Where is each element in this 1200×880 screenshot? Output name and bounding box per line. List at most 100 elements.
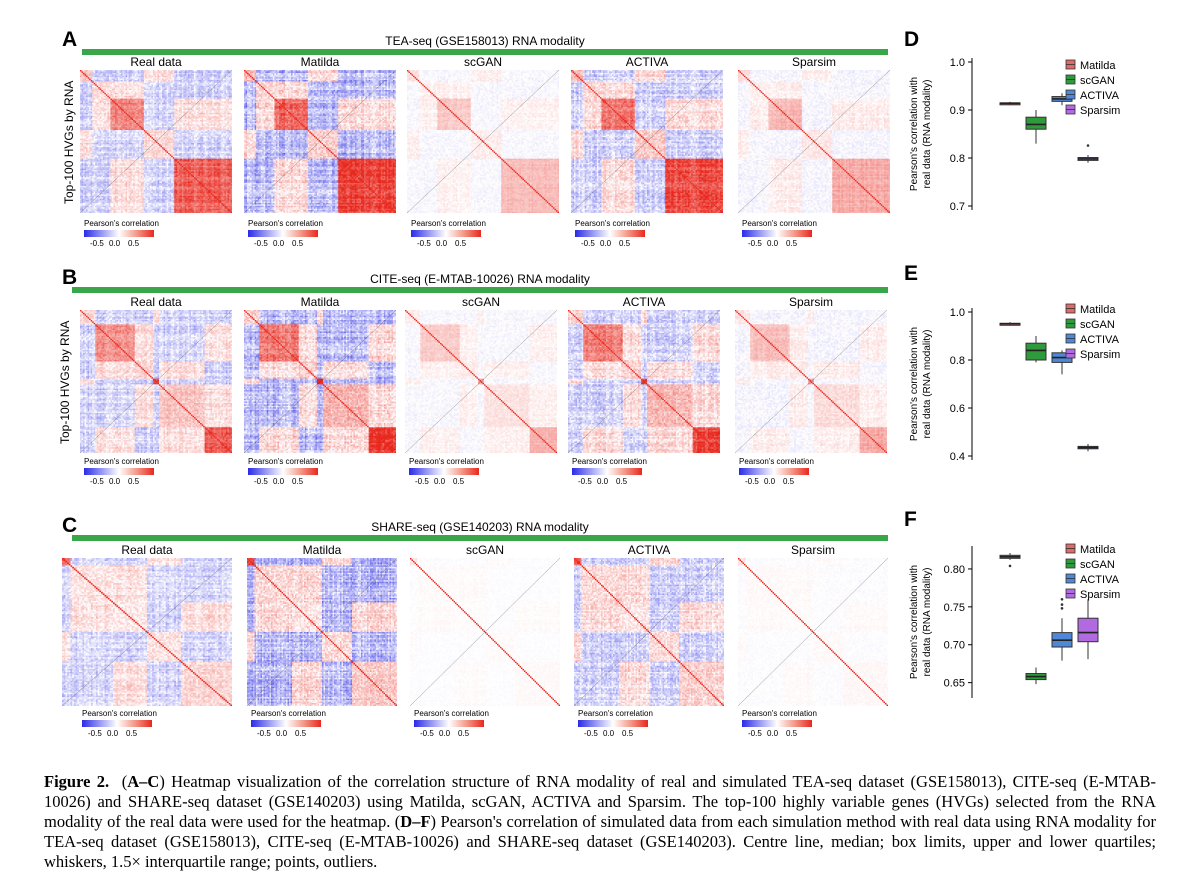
heatmap-title: ACTIVA bbox=[622, 295, 666, 309]
y-tick-label: 1.0 bbox=[950, 57, 965, 69]
legend-color-bar bbox=[84, 468, 154, 475]
y-tick-label: 0.70 bbox=[944, 640, 965, 652]
legend-color-bar bbox=[739, 468, 809, 475]
legend-tick-label: 0.5 bbox=[616, 477, 628, 486]
y-tick-label: 0.7 bbox=[950, 201, 965, 213]
panel-letter-f: F bbox=[904, 508, 917, 531]
legend-title: Pearson's correlation bbox=[742, 709, 817, 718]
row-title: CITE-seq (E-MTAB-10026) RNA modality bbox=[370, 272, 590, 286]
y-axis-label-line1: Pearson's correlation with bbox=[909, 327, 920, 441]
correlation-heatmap bbox=[571, 70, 723, 213]
correlation-heatmap bbox=[407, 70, 559, 213]
legend-tick-label: 0.0 bbox=[439, 729, 451, 738]
legend-tick-label: 0.0 bbox=[273, 239, 285, 248]
boxplot-e: 0.4 0.6 0.8 1.0 Pearson's correlation with re… bbox=[909, 303, 1120, 463]
legend-tick-label: -0.5 bbox=[748, 239, 762, 248]
y-tick-label: 0.65 bbox=[944, 678, 965, 690]
correlation-heatmap bbox=[574, 558, 724, 706]
legend-title: Pearson's correlation bbox=[248, 457, 323, 466]
y-tick-label: 0.6 bbox=[950, 403, 965, 415]
correlation-heatmap bbox=[738, 70, 890, 213]
legend-title: Pearson's correlation bbox=[572, 457, 647, 466]
heatmap-title: Real data bbox=[121, 543, 173, 557]
legend-tick-label: 0.0 bbox=[109, 477, 121, 486]
correlation-heatmap bbox=[80, 310, 232, 453]
legend-tick-label: -0.5 bbox=[90, 477, 104, 486]
legend-color-bar bbox=[248, 468, 318, 475]
legend-title: Pearson's correlation bbox=[575, 219, 650, 228]
legend-label: Sparsim bbox=[1080, 589, 1120, 601]
correlation-heatmap bbox=[80, 70, 232, 213]
correlation-heatmap bbox=[405, 310, 557, 453]
outlier-point bbox=[1008, 564, 1012, 568]
legend-color-bar bbox=[572, 468, 642, 475]
legend-title: Pearson's correlation bbox=[411, 219, 486, 228]
legend-title: Pearson's correlation bbox=[742, 219, 817, 228]
box-scgan bbox=[1025, 116, 1047, 130]
legend-tick-label: -0.5 bbox=[578, 477, 592, 486]
legend-color-bar bbox=[411, 230, 481, 237]
legend-tick-label: 0.0 bbox=[107, 729, 119, 738]
legend-color-bar bbox=[248, 230, 318, 237]
legend-tick-label: 0.5 bbox=[128, 239, 140, 248]
y-tick-label: 0.8 bbox=[950, 153, 965, 165]
heatmap-title: Matilda bbox=[300, 295, 340, 309]
row-title: TEA-seq (GSE158013) RNA modality bbox=[385, 34, 585, 48]
legend-color-bar bbox=[82, 720, 152, 727]
legend-label: ACTIVA bbox=[1080, 90, 1120, 102]
figure-caption: Figure 2. (A–C) Heatmap visualization of… bbox=[44, 772, 1157, 871]
y-tick-label: 0.75 bbox=[944, 602, 965, 614]
heatmap-title: Real data bbox=[130, 55, 182, 69]
outlier-point bbox=[1060, 597, 1064, 601]
heatmap-title: Matilda bbox=[302, 543, 342, 557]
legend-tick-label: 0.5 bbox=[292, 477, 304, 486]
row-divider-bar bbox=[82, 49, 888, 55]
outlier-point bbox=[1060, 607, 1064, 610]
panel-letter-e: E bbox=[904, 262, 919, 285]
panel-letter-c: C bbox=[62, 514, 78, 537]
correlation-heatmap bbox=[735, 310, 887, 453]
outlier-point bbox=[1086, 144, 1090, 147]
legend-tick-label: -0.5 bbox=[90, 239, 104, 248]
y-axis-label-line1: Pearson's correlation with bbox=[909, 77, 920, 191]
legend-tick-label: -0.5 bbox=[745, 477, 759, 486]
legend-color-bar bbox=[84, 230, 154, 237]
y-tick-label: 0.4 bbox=[950, 451, 965, 463]
heatmap-title: ACTIVA bbox=[627, 543, 671, 557]
legend-tick-label: 0.5 bbox=[292, 239, 304, 248]
correlation-heatmap bbox=[244, 310, 396, 453]
legend-tick-label: 0.5 bbox=[786, 239, 798, 248]
correlation-heatmap bbox=[247, 558, 397, 706]
correlation-heatmap bbox=[62, 558, 232, 706]
heatmap-title: scGAN bbox=[461, 295, 500, 309]
outlier-point bbox=[1060, 603, 1064, 606]
legend-label: Matilda bbox=[1080, 60, 1116, 72]
legend-tick-label: 0.0 bbox=[600, 239, 612, 248]
legend-label: Matilda bbox=[1080, 544, 1116, 556]
legend-tick-label: -0.5 bbox=[254, 239, 268, 248]
heatmap-y-axis-label: Top-100 HVGs by RNA bbox=[58, 320, 72, 444]
legend-tick-label: -0.5 bbox=[88, 729, 102, 738]
legend-tick-label: -0.5 bbox=[581, 239, 595, 248]
correlation-heatmap bbox=[244, 70, 396, 213]
legend-tick-label: 0.5 bbox=[622, 729, 634, 738]
legend-tick-label: 0.0 bbox=[767, 239, 779, 248]
legend-tick-label: -0.5 bbox=[254, 477, 268, 486]
legend-title: Pearson's correlation bbox=[578, 709, 653, 718]
row-divider-bar bbox=[72, 287, 888, 293]
legend-tick-label: 0.0 bbox=[764, 477, 776, 486]
y-axis-label-line2: real data (RNA modality) bbox=[922, 330, 933, 439]
heatmap-title: Sparsim bbox=[791, 55, 836, 69]
y-axis-label-line2: real data (RNA modality) bbox=[922, 568, 933, 677]
panel-letter-a: A bbox=[62, 28, 78, 51]
legend-color-bar bbox=[409, 468, 479, 475]
heatmap-title: ACTIVA bbox=[625, 55, 669, 69]
heatmap-title: Sparsim bbox=[788, 295, 833, 309]
legend-color-bar bbox=[251, 720, 321, 727]
legend-label: Matilda bbox=[1080, 304, 1116, 316]
panel-letter-d: D bbox=[904, 28, 920, 51]
legend-color-bar bbox=[742, 720, 812, 727]
legend-label: scGAN bbox=[1080, 319, 1115, 331]
legend-tick-label: -0.5 bbox=[748, 729, 762, 738]
legend-color-bar bbox=[578, 720, 648, 727]
